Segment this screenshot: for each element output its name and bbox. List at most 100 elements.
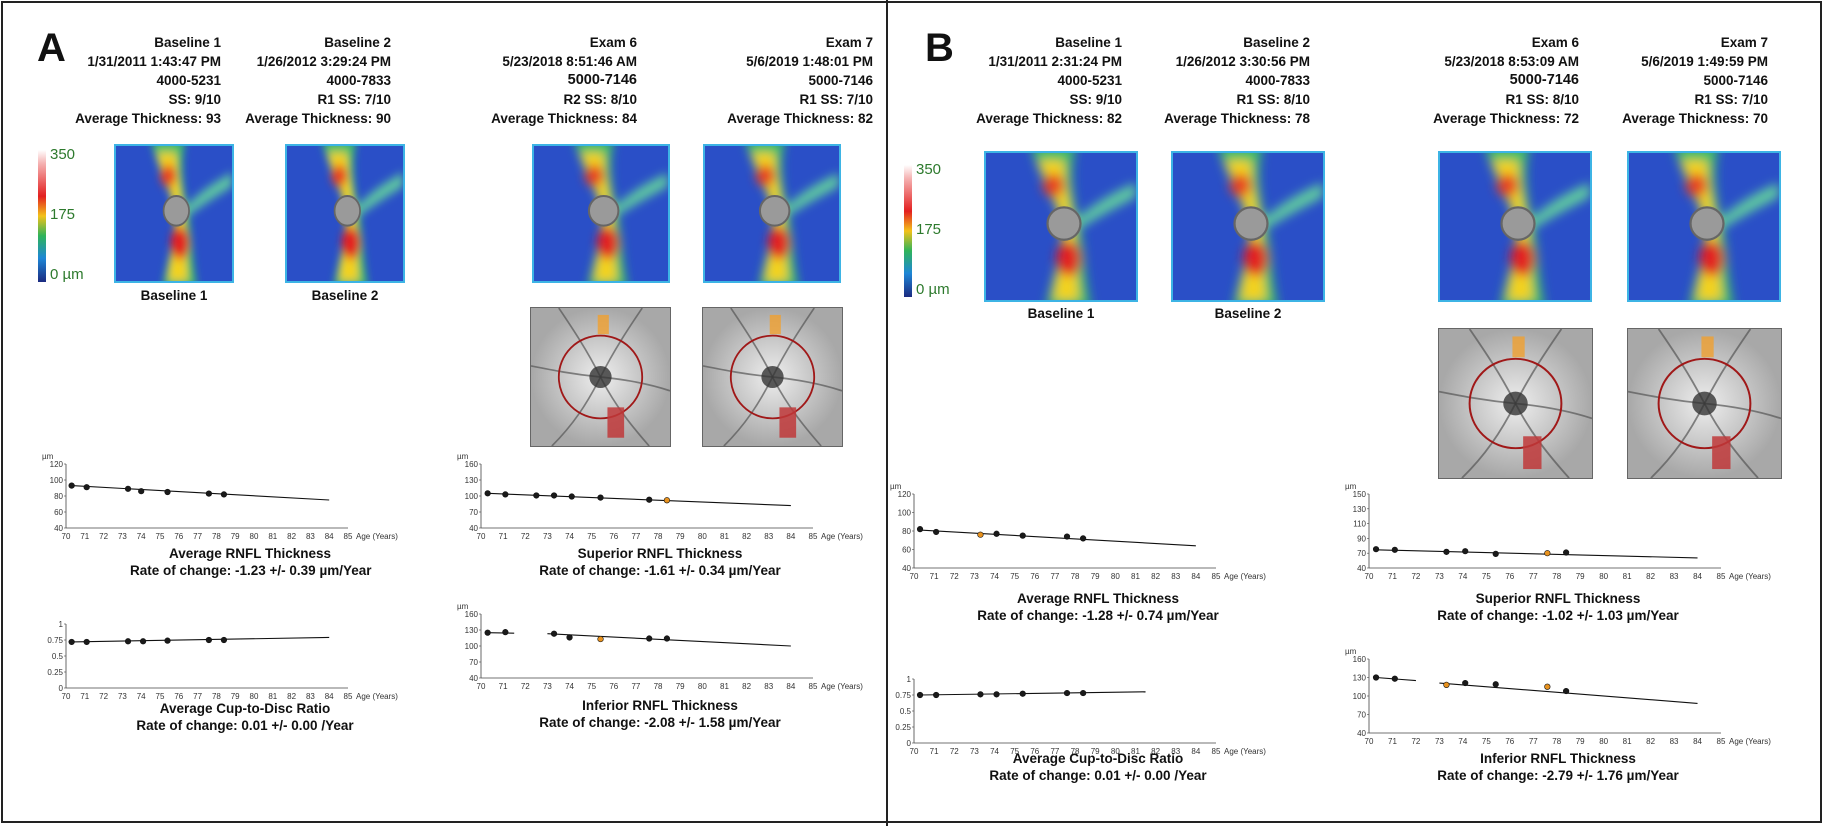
data-point (1462, 548, 1469, 555)
thickness-band (185, 173, 232, 217)
heatmap-graphic (1440, 153, 1590, 300)
thickness-map-baseline-2 (285, 144, 405, 283)
x-axis-label: Age (Years) (1224, 572, 1266, 581)
trend-line (71, 636, 330, 643)
measurement-circle (557, 334, 644, 420)
x-tick-label: 83 (1670, 737, 1679, 746)
y-tick-label: 40 (1357, 729, 1366, 738)
x-tick-label: 80 (250, 692, 259, 701)
exam-header-baseline-1: Baseline 1 1/31/2011 2:31:24 PM 4000-523… (976, 33, 1122, 128)
exam-average-thickness: Average Thickness: 84 (491, 111, 637, 126)
x-axis-label: Age (Years) (821, 532, 863, 541)
data-point (993, 691, 1000, 698)
colorbar-max-label: 350 (916, 161, 942, 178)
thickness-peak (1243, 241, 1268, 277)
chart-average-rnfl: µm 120 100 80 60 40 70 71 72 73 74 75 76 77 78 79 80 81 82… (888, 480, 1278, 590)
chart-title: Average RNFL Thickness (168, 546, 332, 561)
x-tick-label: 72 (1411, 737, 1420, 746)
data-point (916, 526, 924, 533)
x-tick-label: 75 (156, 692, 165, 701)
heatmap-graphic (116, 146, 232, 281)
x-tick-label: 73 (1435, 572, 1444, 581)
x-tick-label: 81 (1131, 572, 1140, 581)
x-tick-label: 72 (1411, 572, 1420, 581)
thickness-peak (170, 227, 190, 260)
x-tick-label: 76 (1030, 572, 1039, 581)
x-tick-label: 79 (231, 692, 240, 701)
data-point (138, 488, 145, 495)
y-tick-label: 70 (469, 508, 478, 517)
exam-signal-strength: R1 SS: 7/10 (799, 92, 873, 107)
data-point (1372, 546, 1380, 553)
x-tick-label: 72 (950, 747, 959, 756)
data-point (1372, 674, 1380, 681)
x-tick-label: 81 (268, 692, 277, 701)
rate-of-change: Rate of change: -1.02 +/- 1.03 µm/Year (1437, 608, 1679, 623)
thickness-map-exam-6 (1438, 151, 1592, 302)
y-tick-label: 150 (1353, 490, 1367, 499)
chart-title: Superior RNFL Thickness (577, 546, 743, 561)
x-tick-label: 75 (587, 682, 596, 691)
heatmap-graphic (705, 146, 839, 281)
exam-signal-strength: SS: 9/10 (1069, 92, 1122, 107)
thickness-peak (1699, 241, 1724, 277)
chart-inferior-rnfl: µm 160 130 100 70 40 70 71 72 73 74 75 76 77 78 79 80 81 8… (1343, 645, 1783, 755)
data-point (1544, 550, 1551, 557)
x-tick-label: 78 (1552, 572, 1561, 581)
chart-title-superior-rnfl: Superior RNFL Thickness Rate of change: … (515, 545, 805, 579)
optic-disc (1046, 206, 1082, 241)
exam-signal-strength: R1 SS: 8/10 (1505, 92, 1579, 107)
x-tick-label: 83 (306, 692, 315, 701)
x-tick-label: 81 (720, 682, 729, 691)
exam-header-exam-7: Exam 7 5/6/2019 1:49:59 PM 5000-7146 R1 … (1622, 33, 1768, 128)
x-tick-label: 79 (1576, 737, 1585, 746)
data-point (220, 636, 228, 644)
x-tick-label: 76 (1030, 747, 1039, 756)
x-tick-label: 72 (99, 532, 108, 541)
x-tick-label: 74 (137, 692, 146, 701)
data-point (550, 630, 558, 637)
x-tick-label: 75 (587, 532, 596, 541)
thickness-map-exam-6 (532, 144, 670, 283)
y-unit-label: µm (1345, 482, 1357, 491)
x-tick-label: 82 (287, 692, 296, 701)
optic-disc (1689, 206, 1725, 241)
deviation-region (779, 407, 797, 438)
trend-line (1376, 549, 1698, 559)
x-tick-label: 83 (306, 532, 315, 541)
x-tick-label: 83 (1171, 572, 1180, 581)
rate-of-change: Rate of change: -1.61 +/- 0.34 µm/Year (539, 563, 781, 578)
exam-datetime: 5/6/2019 1:49:59 PM (1641, 54, 1768, 69)
data-point (916, 691, 924, 699)
data-point (550, 492, 558, 499)
y-tick-label: 100 (1353, 692, 1367, 701)
data-point (484, 629, 491, 636)
y-unit-label: µm (457, 602, 469, 611)
thickness-peak (755, 164, 775, 187)
y-tick-label: 160 (465, 610, 479, 619)
optic-disc (333, 194, 361, 227)
y-unit-label: µm (890, 482, 902, 491)
x-tick-label: 71 (80, 532, 89, 541)
exam-signal-strength: R1 SS: 8/10 (1236, 92, 1310, 107)
exam-datetime: 1/31/2011 1:43:47 PM (87, 54, 221, 69)
data-point (502, 629, 509, 636)
thickness-map-baseline-1 (984, 151, 1138, 302)
x-tick-label: 76 (609, 682, 618, 691)
exam-signal-strength: R1 SS: 7/10 (317, 92, 391, 107)
map-label-baseline-2: Baseline 2 (311, 288, 379, 303)
exam-id: 4000-5231 (156, 73, 221, 88)
chart-average-rnfl: µm 120 100 80 60 40 70 71 72 73 74 75 76 77 78 79 80 81 82… (40, 450, 410, 550)
y-tick-label: 0.25 (895, 723, 911, 732)
rate-of-change: Rate of change: -1.23 +/- 0.39 µm/Year (130, 563, 372, 578)
optic-disc (587, 194, 620, 227)
y-tick-label: 40 (1357, 564, 1366, 573)
y-tick-label: 110 (1353, 520, 1366, 529)
x-tick-label: 78 (654, 682, 663, 691)
x-tick-label: 81 (1131, 747, 1140, 756)
deviation-region (769, 314, 781, 335)
exam-title: Baseline 1 (1055, 35, 1122, 50)
x-tick-label: 85 (1212, 747, 1221, 756)
